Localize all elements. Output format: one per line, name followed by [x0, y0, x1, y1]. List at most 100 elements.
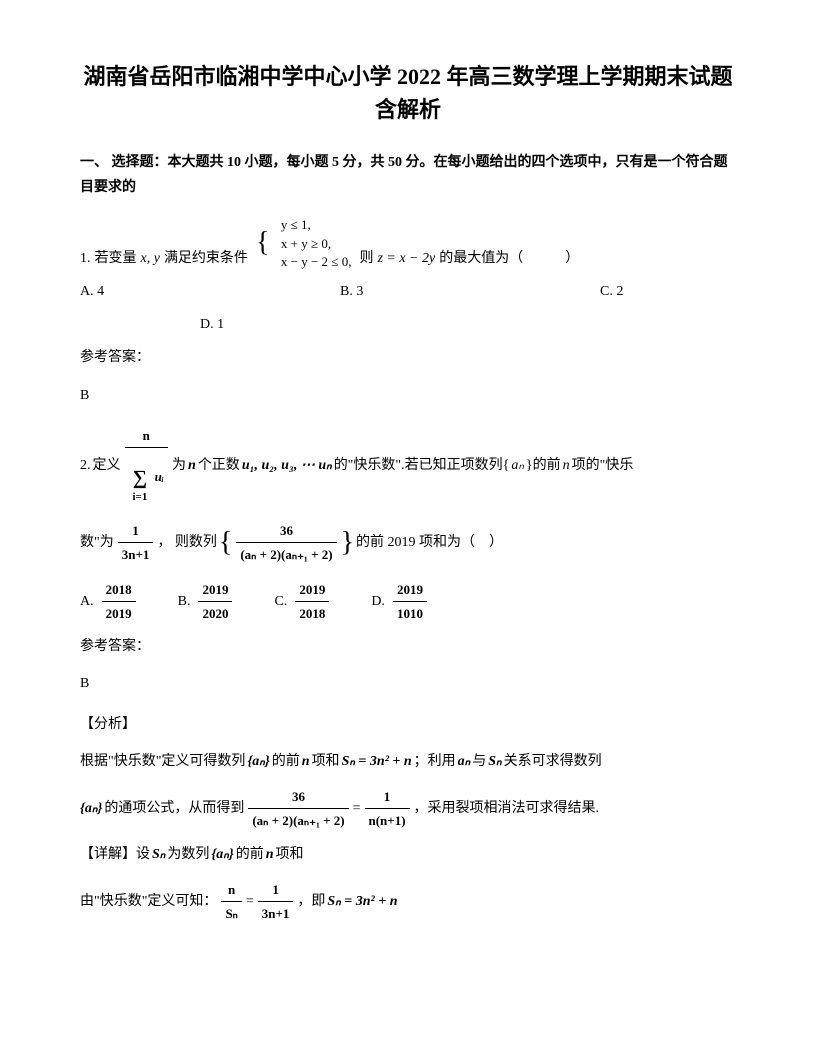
- d4frac2: 1 3n+1: [258, 878, 294, 926]
- frac-num: 1: [258, 878, 294, 902]
- q2-answer-value: B: [80, 671, 736, 696]
- q1-text3: 则: [359, 246, 373, 271]
- q1-text2: 满足约束条件: [164, 246, 248, 271]
- q1-expr: z = x − 2y: [377, 246, 435, 271]
- q1-optD: D. 1: [200, 312, 736, 337]
- d1d: ；利用: [414, 749, 456, 774]
- frac-den: (aₙ + 2)(aₙ₊₁ + 2): [236, 543, 336, 566]
- q1-text4: 的最大值为（ ）: [439, 246, 579, 271]
- d3a: 【详解】设: [80, 842, 150, 867]
- d1set: {aₙ}: [247, 749, 269, 774]
- q1-optB: B. 3: [340, 279, 540, 304]
- q2-text7: 数"为: [80, 530, 114, 555]
- d1f: 关系可求得数列: [504, 749, 602, 774]
- q2-seq: u₁, u₂, u₃, ⋯ uₙ: [242, 453, 332, 478]
- d3c: 的前: [236, 842, 264, 867]
- d1an: aₙ: [458, 749, 471, 774]
- q2-answer-label: 参考答案：: [80, 634, 736, 659]
- page-title: 湖南省岳阳市临湘中学中心小学 2022 年高三数学理上学期期末试题含解析: [80, 60, 736, 126]
- d3sn: Sₙ: [152, 842, 165, 867]
- question-1: 1. 若变量 x, y 满足约束条件 { y ≤ 1, x + y ≥ 0, x…: [80, 216, 736, 407]
- q2-text6: 项的"快乐: [572, 453, 634, 478]
- sum-sigma-expr: n ∑ i=1 uᵢ: [125, 448, 169, 508]
- q2-optA: A. 2018 2019: [80, 578, 138, 626]
- opt-label: C.: [274, 589, 287, 614]
- d4frac1: n Sₙ: [221, 878, 241, 926]
- d2b: ，采用裂项相消法可求得结果.: [414, 796, 600, 821]
- q1-answer-value: B: [80, 383, 736, 408]
- q2-curly-frac: 36 (aₙ + 2)(aₙ₊₁ + 2): [236, 519, 336, 567]
- d3d: 项和: [276, 842, 304, 867]
- q2-nvar2: n: [563, 453, 570, 478]
- opt-label: A.: [80, 589, 94, 614]
- q2-text5: }的前: [526, 453, 561, 478]
- frac-num: 2019: [295, 578, 329, 602]
- q1-vars: x, y: [141, 246, 160, 271]
- frac-num: 2019: [198, 578, 232, 602]
- q2-text4: 的"快乐数".若已知正项数列{: [334, 453, 510, 478]
- frac-den: 3n+1: [118, 543, 154, 566]
- q2-optB: B. 2019 2020: [178, 578, 235, 626]
- frac-den: 2020: [198, 602, 232, 625]
- d2frac2: 1 n(n+1): [365, 785, 410, 833]
- q2-num: 2.: [80, 453, 91, 478]
- frac-den: (aₙ + 2)(aₙ₊₁ + 2): [248, 809, 348, 832]
- q1-c1: y ≤ 1,: [281, 216, 352, 234]
- frac-den: 2019: [102, 602, 136, 625]
- q1-answer-label: 参考答案：: [80, 345, 736, 370]
- opt-label: D.: [371, 589, 385, 614]
- sum-top: n: [125, 424, 169, 448]
- frac-den: 2018: [295, 602, 329, 625]
- d1e: 与: [472, 749, 486, 774]
- frac-num: n: [221, 878, 241, 902]
- d4sn: Sₙ = 3n² + n: [327, 889, 397, 914]
- q1-c2: x + y ≥ 0,: [281, 235, 352, 253]
- q2-analysis: 【分析】: [80, 712, 736, 737]
- opt-label: B.: [178, 589, 191, 614]
- q1-num: 1.: [80, 246, 91, 271]
- q1-optA: A. 4: [80, 279, 280, 304]
- q2-text8: ， 则数列: [157, 530, 217, 555]
- section-header: 一、 选择题：本大题共 10 小题，每小题 5 分，共 50 分。在每小题给出的…: [80, 150, 736, 200]
- frac-den: Sₙ: [221, 902, 241, 925]
- frac-num: 1: [365, 785, 410, 809]
- frac-num: 1: [118, 519, 154, 543]
- curly-left-icon: {: [219, 518, 232, 568]
- d1n: n: [302, 749, 310, 774]
- frac-den: 1010: [393, 602, 427, 625]
- d1c: 项和: [312, 749, 340, 774]
- frac-den: 3n+1: [258, 902, 294, 925]
- q2-frac1: 1 3n+1: [118, 519, 154, 567]
- d2frac1: 36 (aₙ + 2)(aₙ₊₁ + 2): [248, 785, 348, 833]
- q1-c3: x − y − 2 ≤ 0,: [281, 253, 352, 271]
- sigma-icon: ∑: [133, 468, 148, 488]
- q2-text9: 的前 2019 项和为（ ）: [356, 530, 503, 555]
- d1b: 的前: [272, 749, 300, 774]
- frac-num: 36: [236, 519, 336, 543]
- d1a: 根据"快乐数"定义可得数列: [80, 749, 245, 774]
- q1-constraints: { y ≤ 1, x + y ≥ 0, x − y − 2 ≤ 0,: [256, 216, 352, 271]
- d1sn: Sₙ = 3n² + n: [342, 749, 412, 774]
- curly-right-icon: }: [341, 518, 354, 568]
- q2-optD: D. 2019 1010: [371, 578, 429, 626]
- d1sn2: Sₙ: [488, 749, 501, 774]
- d3set: {aₙ}: [211, 842, 233, 867]
- q2-text2: 为: [172, 453, 186, 478]
- frac-num: 2019: [393, 578, 427, 602]
- q2-an: aₙ: [511, 453, 524, 478]
- d4a: 由"快乐数"定义可知：: [80, 889, 217, 914]
- q2-nvar: n: [188, 453, 196, 478]
- q1-optC: C. 2: [600, 279, 623, 304]
- frac-den: n(n+1): [365, 809, 410, 832]
- q2-optC: C. 2019 2018: [274, 578, 331, 626]
- frac-num: 2018: [102, 578, 136, 602]
- d2a: 的通项公式，从而得到: [104, 796, 244, 821]
- d2set: {aₙ}: [80, 796, 102, 821]
- frac-num: 36: [248, 785, 348, 809]
- q1-text1: 若变量: [95, 246, 137, 271]
- q2-text3: 个正数: [198, 453, 240, 478]
- sum-expr: uᵢ: [155, 469, 164, 484]
- q2-text1: 定义: [93, 453, 121, 478]
- d3b: 为数列: [167, 842, 209, 867]
- d2eq: =: [353, 796, 361, 821]
